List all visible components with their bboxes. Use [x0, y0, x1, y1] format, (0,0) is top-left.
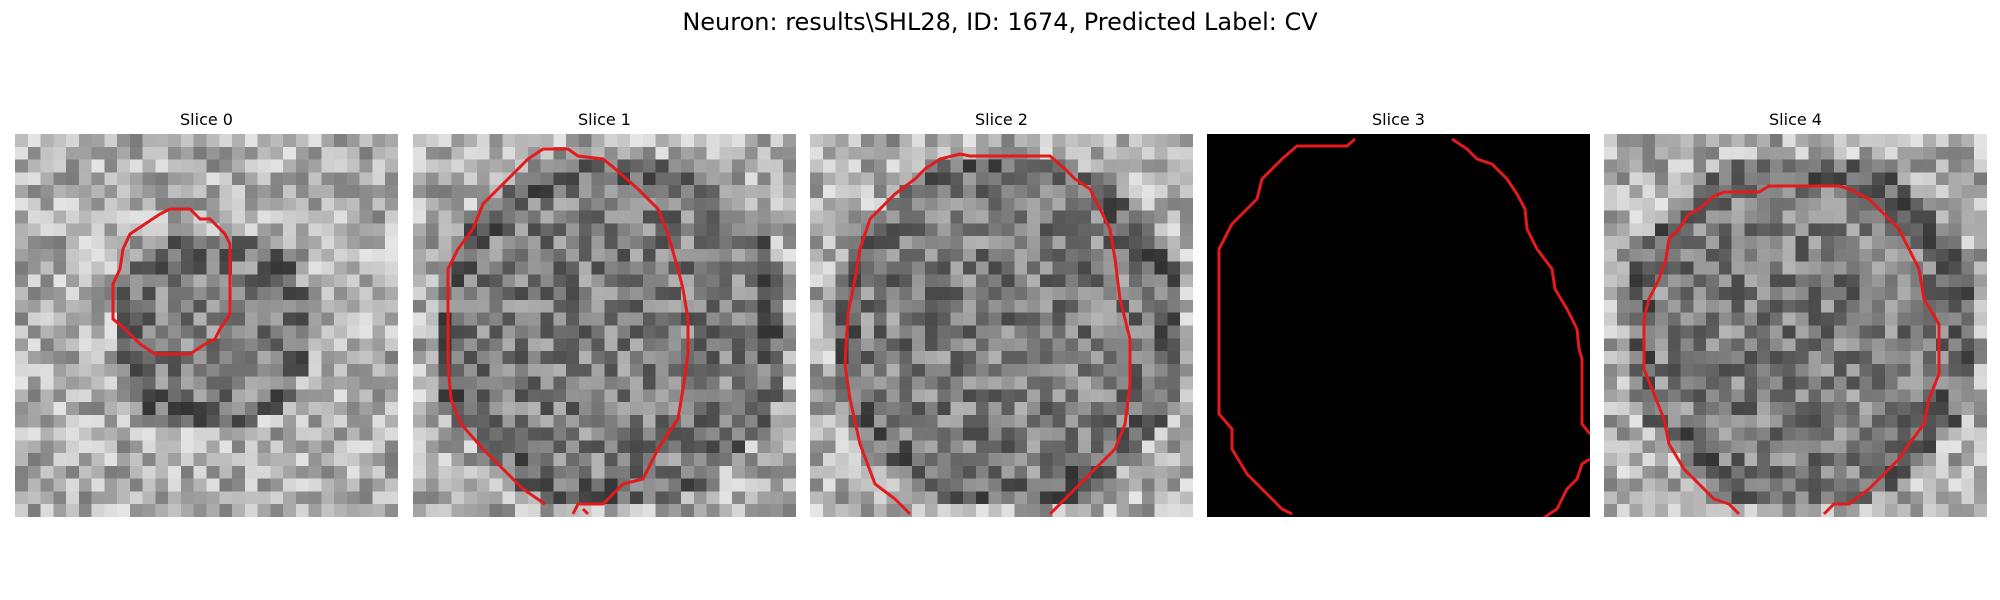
roi-contour: [1642, 184, 1941, 516]
slice-title: Slice 4: [1769, 110, 1822, 129]
slice-image: [810, 134, 1193, 517]
slice-image: [413, 134, 796, 517]
roi-contour: [1217, 137, 1590, 517]
slice-title: Slice 3: [1372, 110, 1425, 129]
slice-panel-2: Slice 2: [810, 108, 1193, 517]
slice-panel-4: Slice 4: [1604, 108, 1987, 517]
slice-panel-1: Slice 1: [413, 108, 796, 517]
roi-contour: [446, 147, 690, 516]
roi-contour: [111, 207, 232, 356]
roi-contour: [843, 152, 1132, 516]
slice-panel-0: Slice 0: [15, 108, 398, 517]
slice-image: [1207, 134, 1590, 517]
slice-panel-3: Slice 3: [1207, 108, 1590, 517]
slice-image: [1604, 134, 1987, 517]
slice-image: [15, 134, 398, 517]
slice-title: Slice 2: [975, 110, 1028, 129]
slice-title: Slice 1: [578, 110, 631, 129]
figure-title: Neuron: results\SHL28, ID: 1674, Predict…: [682, 8, 1318, 36]
slice-title: Slice 0: [180, 110, 233, 129]
